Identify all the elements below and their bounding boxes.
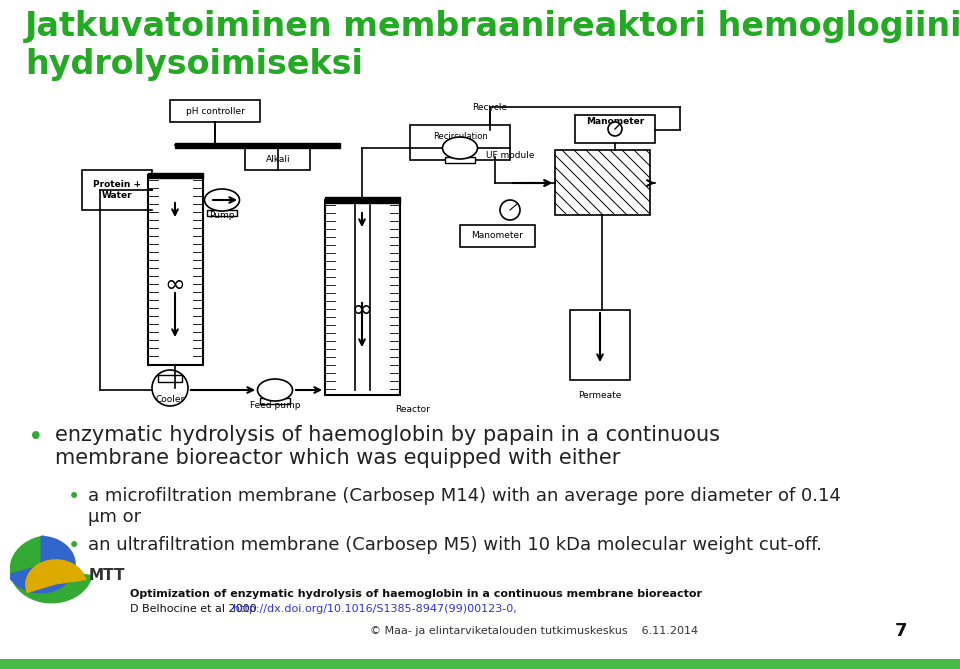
Text: Feed pump: Feed pump (250, 401, 300, 409)
Text: Alkali: Alkali (266, 155, 290, 163)
Bar (325, 200, 400, 395)
Bar (82, 170, 152, 210)
Text: pH controller: pH controller (185, 106, 245, 116)
Bar (325, 197, 400, 203)
Bar (170, 100, 260, 122)
Bar (260, 398, 290, 404)
Ellipse shape (443, 137, 477, 159)
Bar (0, 659, 960, 669)
Bar (570, 310, 630, 380)
Wedge shape (10, 535, 93, 603)
Ellipse shape (204, 189, 239, 211)
Bar (207, 210, 237, 216)
Text: Jatkuvatoiminen membraanireaktori hemoglogiinin: Jatkuvatoiminen membraanireaktori hemogl… (25, 10, 960, 43)
Text: Cooler: Cooler (156, 395, 184, 405)
Ellipse shape (257, 379, 293, 401)
Circle shape (500, 200, 520, 220)
Wedge shape (25, 559, 86, 593)
Text: •: • (28, 425, 43, 451)
Circle shape (608, 122, 622, 136)
Bar (175, 143, 340, 148)
Circle shape (152, 370, 188, 406)
Bar (555, 150, 650, 215)
Text: MTT: MTT (89, 568, 126, 583)
Bar (575, 115, 655, 143)
Bar (148, 175, 203, 365)
Bar (158, 375, 182, 382)
Bar (445, 157, 475, 163)
Text: hydrolysoimiseksi: hydrolysoimiseksi (25, 48, 363, 81)
Text: •: • (68, 487, 81, 507)
Text: 7: 7 (895, 622, 907, 640)
Text: Manometer: Manometer (471, 231, 523, 240)
Text: http://dx.doi.org/10.1016/S1385-8947(99)00123-0,: http://dx.doi.org/10.1016/S1385-8947(99)… (233, 604, 517, 614)
Text: © Maa- ja elintarviketalouden tutkimuskeskus    6.11.2014: © Maa- ja elintarviketalouden tutkimuske… (370, 626, 698, 636)
Text: Permeate: Permeate (578, 391, 622, 399)
Text: a microfiltration membrane (Carbosep M14) with an average pore diameter of 0.14
: a microfiltration membrane (Carbosep M14… (88, 487, 841, 526)
Text: UF module: UF module (486, 151, 535, 159)
Text: D Belhocine et al 2000: D Belhocine et al 2000 (130, 604, 260, 614)
Bar (245, 148, 310, 170)
Text: •: • (68, 536, 81, 556)
Text: ∞: ∞ (351, 298, 372, 322)
Text: ∞: ∞ (164, 273, 185, 297)
Bar (148, 173, 203, 178)
Wedge shape (8, 536, 76, 593)
Text: Protein +
Water: Protein + Water (93, 181, 141, 200)
Text: Recirculation
pump: Recirculation pump (433, 132, 488, 152)
Text: Manometer: Manometer (586, 118, 644, 126)
Text: enzymatic hydrolysis of haemoglobin by papain in a continuous
membrane bioreacto: enzymatic hydrolysis of haemoglobin by p… (55, 425, 720, 468)
Text: Optimization of enzymatic hydrolysis of haemoglobin in a continuous membrane bio: Optimization of enzymatic hydrolysis of … (130, 589, 702, 599)
Text: Pump: Pump (209, 211, 235, 219)
Text: Reactor: Reactor (395, 405, 430, 415)
Text: an ultrafiltration membrane (Carbosep M5) with 10 kDa molecular weight cut-off.: an ultrafiltration membrane (Carbosep M5… (88, 536, 822, 554)
Text: Recycle: Recycle (472, 102, 508, 112)
Bar (410, 125, 510, 160)
Bar (460, 225, 535, 247)
